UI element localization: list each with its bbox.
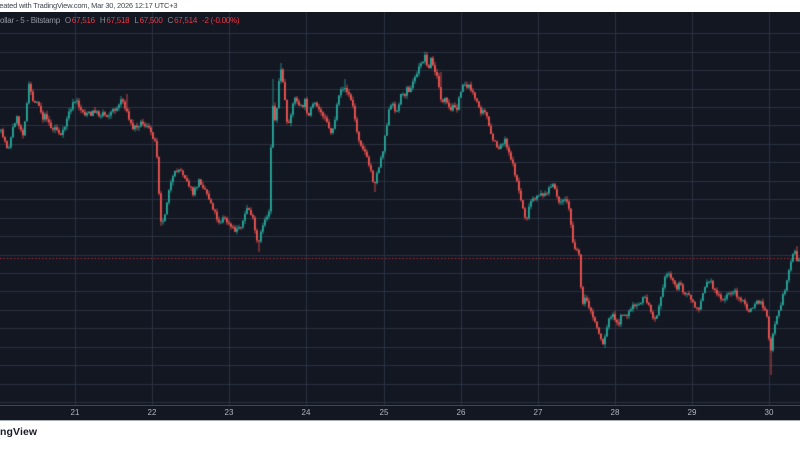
x-axis-label: 30 (764, 408, 774, 417)
candlestick-canvas[interactable] (0, 12, 800, 405)
x-axis-label: 23 (224, 408, 234, 417)
x-axis-label: 22 (147, 408, 157, 417)
ohlc-legend: ollar - 5 - Bitstamp O67,516 H67,518 L67,50… (0, 16, 240, 25)
attribution-bar: reated with TradingView.com, Mar 30, 202… (0, 0, 800, 12)
x-axis-label: 28 (610, 408, 620, 417)
low-label: L (134, 16, 139, 25)
x-axis-label: 27 (533, 408, 543, 417)
symbol-text: ollar - 5 - Bitstamp (0, 16, 60, 25)
x-axis-label: 26 (456, 408, 466, 417)
change-value: -2 (-0.00%) (202, 16, 240, 25)
open-label: O (64, 16, 71, 25)
high-value: 67,518 (106, 16, 130, 25)
close-value: 67,514 (174, 16, 198, 25)
attribution-text: reated with TradingView.com, Mar 30, 202… (0, 1, 178, 10)
x-axis[interactable]: 21 22 23 24 25 26 27 28 29 30 (0, 405, 800, 421)
open-value: 67,516 (71, 16, 95, 25)
x-axis-label: 25 (379, 408, 389, 417)
high-label: H (99, 16, 106, 25)
x-axis-label: 21 (70, 408, 80, 417)
x-axis-label: 29 (687, 408, 697, 417)
tradingview-logo: ngView (0, 426, 38, 438)
chart-area[interactable]: ollar - 5 - Bitstamp O67,516 H67,518 L67,50… (0, 12, 800, 405)
x-axis-label: 24 (301, 408, 311, 417)
bottom-bar: ngView (0, 421, 800, 450)
low-value: 67,500 (139, 16, 163, 25)
close-label: C (167, 16, 174, 25)
